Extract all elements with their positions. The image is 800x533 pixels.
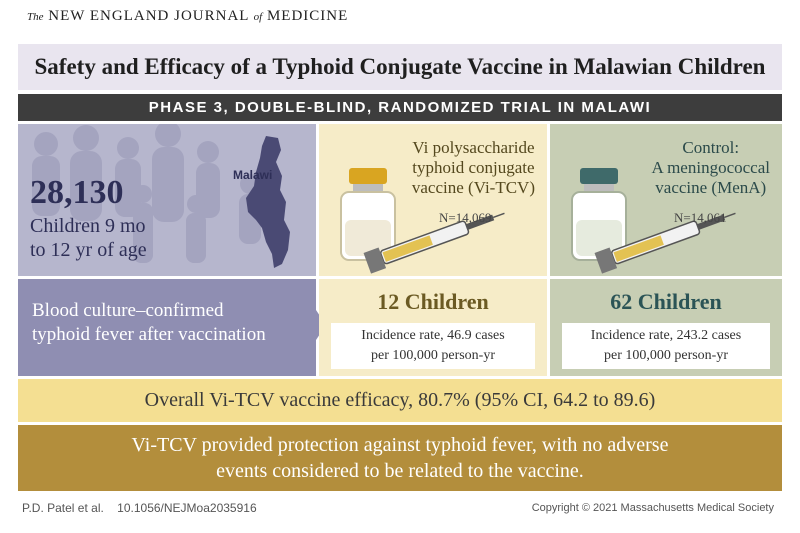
authors: P.D. Patel et al. — [22, 501, 104, 515]
outcome-panel: Blood culture–confirmed typhoid fever af… — [18, 279, 316, 376]
subtitle-band: PHASE 3, DOUBLE-BLIND, RANDOMIZED TRIAL … — [18, 94, 782, 121]
doi-link[interactable]: 10.1056/NEJMoa2035916 — [117, 501, 257, 515]
vi-tcv-cases: 12 Children — [377, 289, 489, 314]
title-band: Safety and Efficacy of a Typhoid Conjuga… — [18, 44, 782, 90]
control-cases: 62 Children — [610, 289, 722, 314]
syringe-icon — [363, 212, 505, 274]
children-silhouettes — [32, 124, 261, 263]
vi-tcv-incidence: Incidence rate, 46.9 cases per 100,000 p… — [331, 323, 535, 369]
malawi-label: Malawi — [233, 168, 273, 182]
trial-design-subtitle: PHASE 3, DOUBLE-BLIND, RANDOMIZED TRIAL … — [148, 99, 652, 116]
conclusion-band: Vi-TCV provided protection against typho… — [18, 425, 782, 491]
outcome-label: Blood culture–confirmed typhoid fever af… — [32, 300, 266, 345]
conclusion-statement: Vi-TCV provided protection against typho… — [131, 434, 669, 482]
population-panel: Malawi 28,130 Children 9 mo to 12 yr of … — [18, 124, 316, 276]
control-name: Control: A meningococcal vaccine (MenA) — [651, 138, 771, 197]
control-panel: Control: A meningococcal vaccine (MenA) … — [550, 124, 782, 276]
vaccine-vial-icon — [571, 168, 627, 261]
participant-count: 28,130 — [30, 174, 124, 211]
control-incidence: Incidence rate, 243.2 cases per 100,000 … — [562, 323, 770, 369]
control-n: N=14,061 — [674, 210, 727, 225]
syringe-icon — [594, 212, 736, 274]
malawi-map-icon — [246, 136, 290, 268]
journal-logo: The NEW ENGLAND JOURNAL of MEDICINE — [27, 8, 349, 24]
efficacy-band: Overall Vi-TCV vaccine efficacy, 80.7% (… — [18, 379, 782, 422]
vi-tcv-panel: Vi polysaccharide typhoid conjugate vacc… — [319, 124, 547, 276]
copyright: Copyright © 2021 Massachusetts Medical S… — [531, 502, 774, 514]
participant-description: Children 9 mo to 12 yr of age — [30, 215, 147, 261]
page-title: Safety and Efficacy of a Typhoid Conjuga… — [34, 54, 766, 79]
efficacy-statement: Overall Vi-TCV vaccine efficacy, 80.7% (… — [144, 389, 656, 411]
vaccine-vial-icon — [340, 168, 396, 261]
vi-tcv-n: N=14,069 — [439, 210, 492, 225]
control-result: 62 Children Incidence rate, 243.2 cases … — [550, 279, 782, 376]
citation: P.D. Patel et al. 10.1056/NEJMoa2035916 — [22, 501, 257, 515]
vi-tcv-name: Vi polysaccharide typhoid conjugate vacc… — [411, 138, 535, 197]
vi-tcv-result: 12 Children Incidence rate, 46.9 cases p… — [319, 279, 547, 376]
